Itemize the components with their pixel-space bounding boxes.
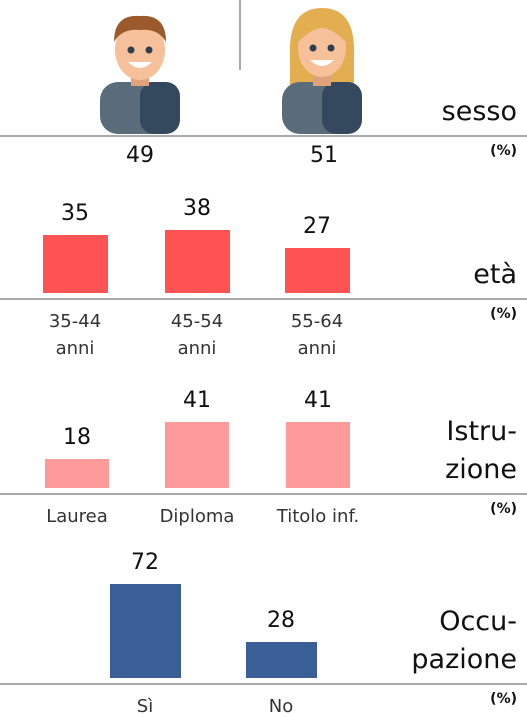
unit-label: (%) — [490, 143, 517, 159]
category-label: 55-64 anni — [277, 308, 357, 362]
value-label: 41 — [278, 388, 358, 413]
value-label: 18 — [37, 425, 117, 450]
bar — [285, 248, 350, 293]
value-label: 28 — [241, 608, 321, 633]
section-title: Istru- zione — [445, 413, 517, 489]
bar — [110, 584, 181, 678]
value-label: 72 — [105, 550, 185, 575]
section-title: Occu- pazione — [411, 603, 517, 679]
category-label: Sì — [95, 693, 195, 717]
category-label: 45-54 anni — [157, 308, 237, 362]
category-label: Laurea — [12, 503, 142, 530]
divider — [239, 0, 241, 70]
category-label: Titolo inf. — [253, 503, 383, 530]
value-label: 38 — [157, 196, 237, 221]
bar — [246, 642, 317, 678]
value-label: 49 — [100, 143, 180, 168]
value-label: 41 — [157, 388, 237, 413]
bar — [45, 459, 109, 488]
value-label: 27 — [277, 214, 357, 239]
unit-label: (%) — [490, 306, 517, 322]
unit-label: (%) — [490, 501, 517, 517]
baseline — [0, 683, 527, 685]
value-label: 51 — [284, 143, 364, 168]
unit-label: (%) — [490, 691, 517, 707]
section-title: età — [473, 256, 517, 294]
male-icon — [100, 10, 180, 134]
category-label: No — [231, 693, 331, 717]
category-label: Diploma — [132, 503, 262, 530]
bar — [165, 422, 229, 488]
value-label: 35 — [35, 201, 115, 226]
baseline — [0, 493, 527, 495]
category-label: 35-44 anni — [35, 308, 115, 362]
section-title: sesso — [442, 93, 517, 131]
bar — [165, 230, 230, 293]
baseline — [0, 135, 527, 137]
bar — [43, 235, 108, 293]
bar — [286, 422, 350, 488]
baseline — [0, 298, 527, 300]
infographic: sesso (%) 49 51 età (%) 35 35-44 anni 38 45-54 an… — [0, 0, 527, 717]
female-icon — [282, 6, 362, 134]
